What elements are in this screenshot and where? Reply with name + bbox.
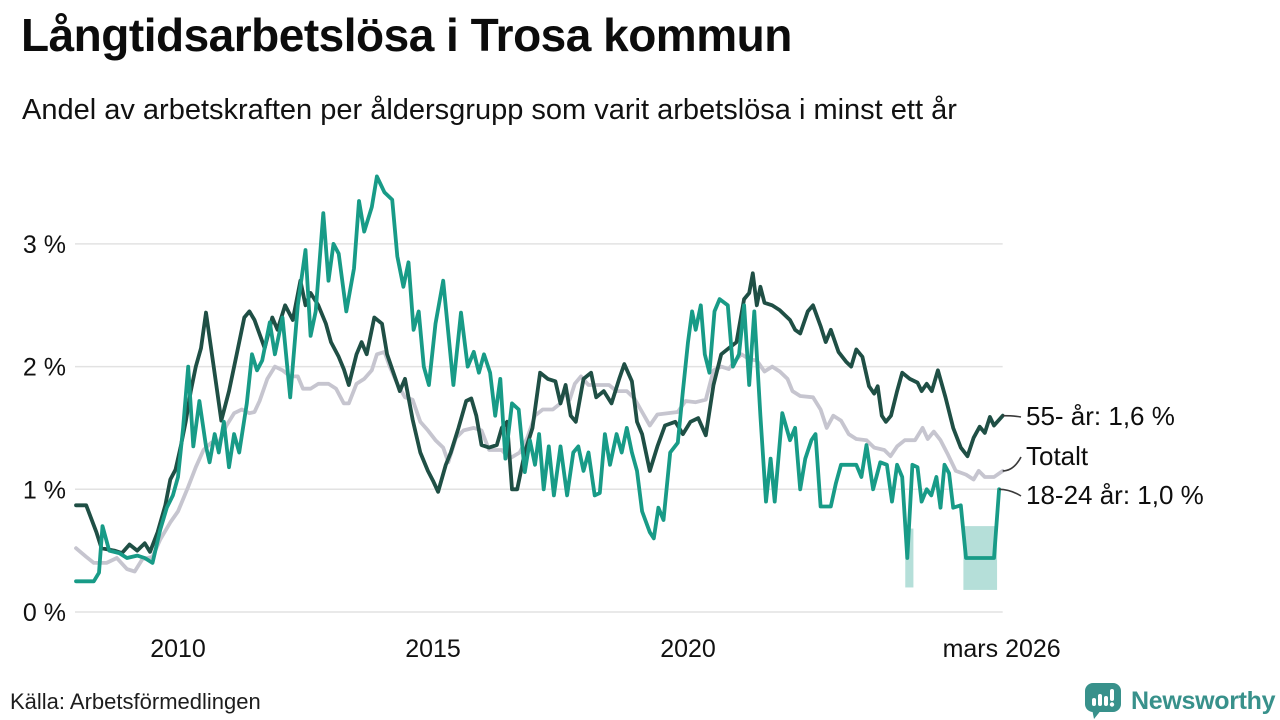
series-line-18-24-r	[74, 174, 1001, 584]
x-tick-label: mars 2026	[943, 635, 1061, 663]
unemployment-line-chart: 0 % 1 % 2 % 3 % 2010 2015 2020 mars 2026	[23, 174, 1061, 663]
annotation-connector-1	[1002, 456, 1022, 472]
series-end-label-55: 55- år: 1,6 %	[1026, 401, 1175, 431]
series-line-totalt	[74, 349, 1005, 574]
y-tick-label: 2 %	[23, 354, 66, 382]
newsworthy-bubble-icon	[1085, 683, 1121, 719]
y-tick-label: 0 %	[23, 599, 66, 627]
newsworthy-wordmark: Newsworthy	[1131, 686, 1276, 715]
series-line-55-r	[74, 271, 1005, 556]
y-tick-label: 3 %	[23, 231, 66, 259]
annotation-connector-0	[1002, 414, 1022, 418]
page-title: Långtidsarbetslösa i Trosa kommun	[21, 9, 792, 61]
x-tick-label: 2020	[660, 635, 716, 663]
x-tick-label: 2015	[405, 635, 461, 663]
chart-subtitle: Andel av arbetskraften per åldersgrupp s…	[22, 94, 957, 126]
x-tick-label: 2010	[150, 635, 206, 663]
series-end-label-18-24: 18-24 år: 1,0 %	[1026, 480, 1204, 510]
source-attribution: Källa: Arbetsförmedlingen	[10, 689, 261, 714]
series-end-label-total: Totalt	[1026, 441, 1089, 471]
newsworthy-logo: Newsworthy	[1084, 682, 1276, 720]
y-tick-label: 1 %	[23, 476, 66, 504]
uncertainty-band-0	[905, 528, 914, 588]
annotation-connector-2	[999, 488, 1022, 497]
